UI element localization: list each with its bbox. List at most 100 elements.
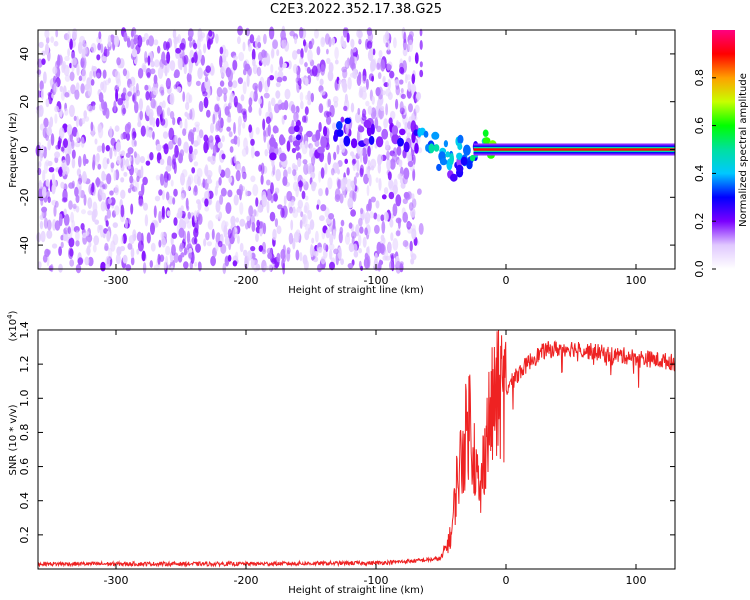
heatmap-cell	[320, 36, 326, 48]
heatmap-cell	[264, 149, 269, 157]
heatmap-cell	[87, 256, 94, 267]
heatmap-cell	[431, 131, 440, 140]
heatmap-cell	[41, 206, 48, 213]
heatmap-cell	[54, 105, 59, 113]
heatmap-cell	[407, 121, 412, 130]
heatmap-cell	[304, 77, 309, 87]
heatmap-cell	[206, 178, 213, 184]
heatmap-cell	[138, 190, 143, 197]
heatmap-cell	[207, 220, 214, 230]
heatmap-cell	[288, 126, 296, 135]
heatmap-cell	[198, 100, 204, 113]
y-tick-label: 0.6	[18, 458, 31, 476]
heatmap-cell	[157, 45, 161, 54]
heatmap-cell	[299, 27, 304, 39]
x-tick-label: -300	[104, 574, 129, 587]
heatmap-cell	[162, 65, 167, 74]
spectrogram-heatmap	[35, 25, 675, 275]
heatmap-cell	[58, 246, 62, 257]
heatmap-cell	[250, 246, 256, 252]
heatmap-cell	[146, 125, 150, 138]
heatmap-cell	[436, 163, 442, 172]
heatmap-cell	[69, 248, 74, 257]
heatmap-cell	[85, 230, 90, 237]
heatmap-cell	[297, 157, 302, 168]
heatmap-cell	[383, 187, 389, 195]
heatmap-cell	[134, 179, 139, 193]
heatmap-cell	[304, 230, 310, 241]
heatmap-cell	[279, 136, 286, 145]
heatmap-cell	[395, 260, 402, 274]
heatmap-cell	[160, 89, 165, 96]
heatmap-cell	[365, 100, 370, 107]
heatmap-cell	[75, 240, 80, 247]
heatmap-cell	[219, 80, 225, 87]
heatmap-cell	[138, 198, 144, 207]
heatmap-cell	[116, 57, 121, 66]
heatmap-cell	[318, 121, 322, 133]
heatmap-cell	[73, 115, 77, 121]
heatmap-cell	[37, 261, 42, 269]
heatmap-cell	[90, 43, 97, 53]
heatmap-cell	[356, 159, 360, 172]
heatmap-cell	[332, 227, 336, 240]
heatmap-cell	[61, 197, 68, 203]
heatmap-cell	[419, 40, 423, 50]
heatmap-cell	[81, 68, 87, 82]
heatmap-cell	[346, 178, 353, 192]
heatmap-cell	[283, 114, 287, 121]
heatmap-cell	[123, 171, 128, 177]
heatmap-cell	[317, 264, 322, 273]
heatmap-cell	[414, 142, 419, 154]
heatmap-cell	[204, 190, 210, 200]
y-tick-label: 0	[18, 146, 31, 153]
heatmap-cell	[64, 92, 70, 98]
heatmap-cell	[286, 140, 291, 152]
heatmap-cell	[317, 146, 325, 154]
heatmap-cell	[240, 94, 245, 102]
heatmap-cell	[37, 182, 44, 189]
heatmap-cell	[377, 86, 384, 100]
heatmap-cell	[377, 162, 381, 174]
heatmap-cell	[180, 192, 185, 201]
heatmap-cell	[149, 260, 153, 268]
heatmap-cell	[235, 217, 240, 223]
heatmap-cell	[374, 252, 378, 262]
heatmap-cell	[412, 154, 416, 165]
heatmap-cell	[233, 194, 239, 206]
heatmap-cell	[347, 76, 352, 90]
heatmap-cell	[450, 173, 458, 182]
heatmap-cell	[38, 104, 44, 117]
heatmap-cell	[225, 202, 232, 214]
heatmap-cell	[293, 111, 299, 123]
y-tick-label: 20	[18, 95, 31, 109]
heatmap-cell	[67, 48, 70, 57]
heatmap-cell	[235, 170, 241, 182]
heatmap-cell	[233, 122, 236, 135]
heatmap-cell	[92, 154, 96, 167]
heatmap-cell	[302, 214, 306, 225]
heatmap-cell	[78, 185, 82, 199]
heatmap-cell	[89, 70, 93, 81]
heatmap-cell	[63, 213, 70, 226]
heatmap-cell	[166, 51, 171, 64]
heatmap-cell	[127, 91, 132, 97]
snr-series-line	[37, 329, 676, 568]
heatmap-cell	[311, 237, 315, 244]
heatmap-cell	[348, 222, 353, 229]
heatmap-cell	[320, 256, 326, 265]
heatmap-cell	[51, 243, 58, 249]
heatmap-cell	[280, 207, 285, 218]
heatmap-cell	[133, 37, 139, 44]
heatmap-cell	[244, 255, 250, 268]
heatmap-cell	[233, 135, 238, 145]
heatmap-cell	[158, 189, 163, 196]
heatmap-cell	[379, 243, 385, 254]
heatmap-cell	[304, 62, 308, 68]
heatmap-cell	[325, 229, 330, 239]
heatmap-cell	[329, 261, 335, 271]
heatmap-cell	[168, 127, 175, 141]
heatmap-cell	[211, 228, 215, 240]
heatmap-cell	[205, 231, 210, 241]
heatmap-cell	[340, 35, 344, 47]
